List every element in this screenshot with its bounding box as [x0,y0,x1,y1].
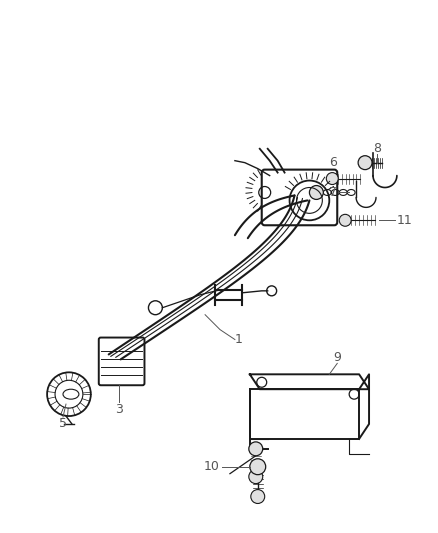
Text: 10: 10 [204,460,219,473]
Circle shape [339,214,350,226]
Text: 9: 9 [332,351,340,364]
Circle shape [248,470,262,483]
Text: 6: 6 [328,156,336,169]
Text: 3: 3 [114,402,122,416]
Circle shape [249,459,265,475]
Text: 1: 1 [234,333,242,346]
Circle shape [325,173,337,184]
Circle shape [357,156,371,169]
Circle shape [309,185,323,199]
Circle shape [248,442,262,456]
Circle shape [250,490,264,504]
Text: 5: 5 [59,417,67,431]
Text: 11: 11 [396,214,412,227]
Text: 8: 8 [372,142,380,155]
Text: 7: 7 [328,186,336,199]
